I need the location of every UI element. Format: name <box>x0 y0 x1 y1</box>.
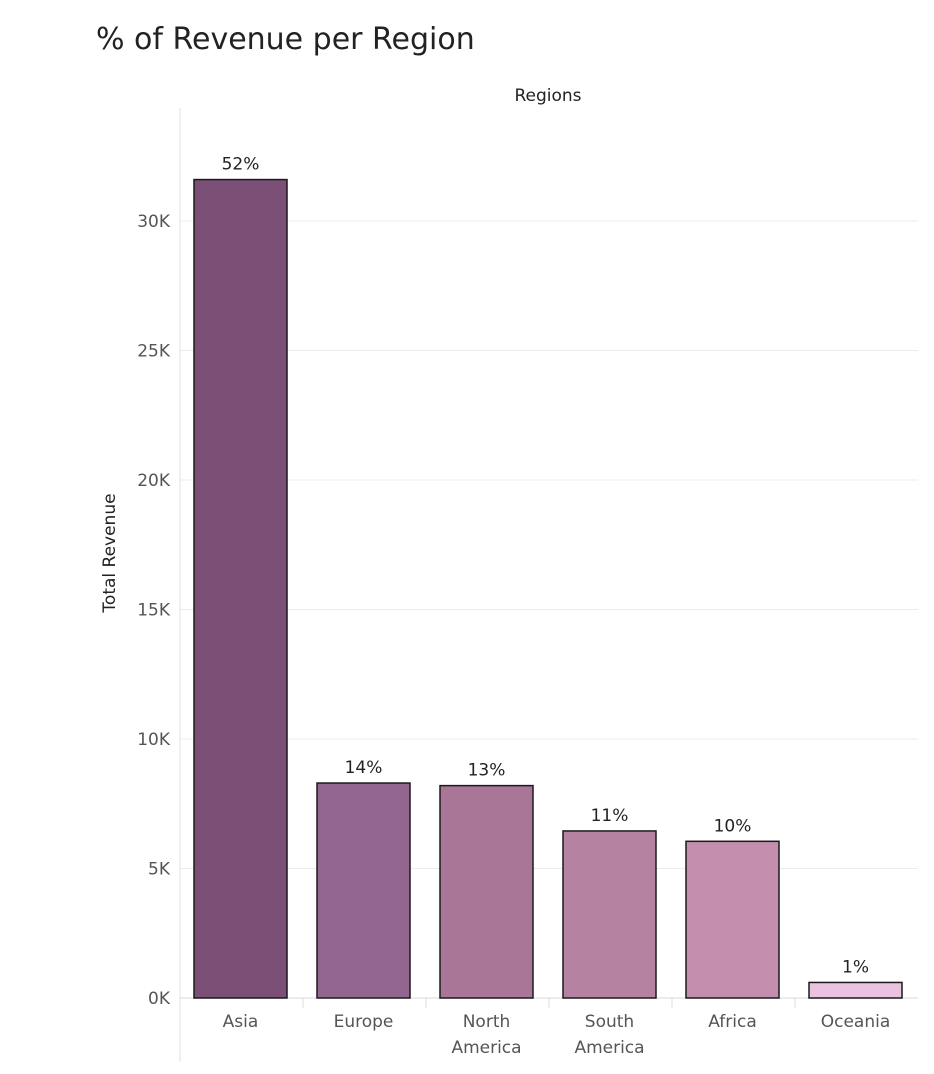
y-tick-label: 5K <box>148 860 171 880</box>
x-tick-label: Europe <box>334 1012 394 1032</box>
bar <box>808 981 903 999</box>
data-labels: 52% 14% 13% 11% 10% 1% <box>222 155 869 978</box>
x-tick-label: Asia <box>223 1012 259 1032</box>
x-tick-label: Oceania <box>821 1012 891 1032</box>
chart-title: % of Revenue per Region <box>96 22 475 57</box>
data-label: 14% <box>345 758 383 778</box>
column-header: Regions <box>514 86 581 106</box>
y-tick-label: 15K <box>137 601 171 621</box>
y-tick-label: 0K <box>148 989 171 1009</box>
x-tick-label: Africa <box>708 1012 757 1032</box>
bar <box>193 178 288 999</box>
data-label: 10% <box>714 816 752 836</box>
gridlines <box>180 220 918 869</box>
data-label: 13% <box>468 761 506 781</box>
x-tick-label: America <box>574 1038 644 1058</box>
bar <box>439 784 534 999</box>
data-label: 11% <box>591 806 629 826</box>
axes <box>179 108 918 1062</box>
y-tick-label: 10K <box>137 730 171 750</box>
x-tick-label: South <box>585 1012 634 1032</box>
bar <box>316 782 411 999</box>
y-tick-label: 25K <box>137 342 171 362</box>
tick-labels: 0K 5K 10K 15K 20K 25K 30K Asia Europe North Americ… <box>137 212 890 1058</box>
y-tick-label: 20K <box>137 471 171 491</box>
bar <box>685 840 780 999</box>
x-tick-label: North <box>463 1012 511 1032</box>
bars <box>193 178 903 999</box>
y-axis-title: Total Revenue <box>100 493 120 613</box>
y-tick-label: 30K <box>137 212 171 232</box>
bar <box>562 830 657 999</box>
data-label: 1% <box>842 957 869 977</box>
x-tick-label: America <box>451 1038 521 1058</box>
data-label: 52% <box>222 155 260 175</box>
